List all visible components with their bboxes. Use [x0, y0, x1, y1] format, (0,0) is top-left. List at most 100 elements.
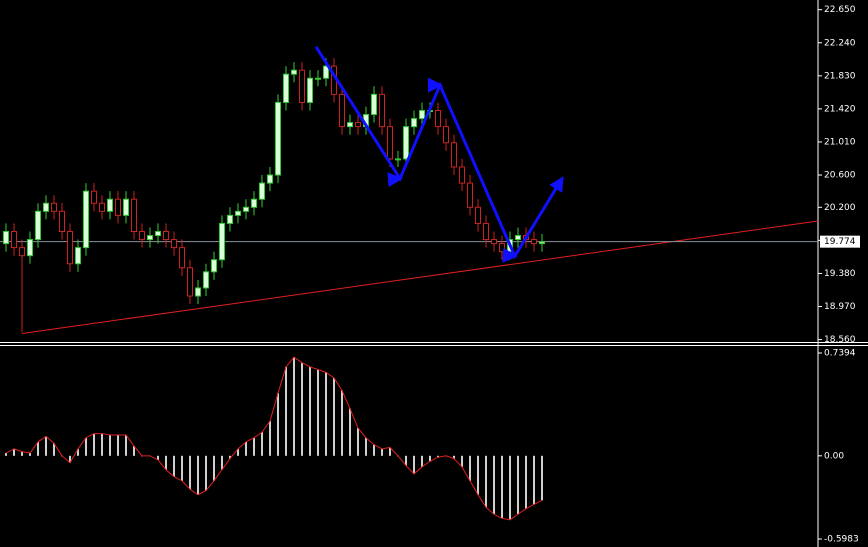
candle-body [539, 241, 545, 245]
candle-body [219, 222, 225, 261]
histogram-bar [437, 455, 439, 458]
candle-body [403, 126, 409, 160]
histogram-bar [509, 455, 511, 520]
histogram-bar [285, 366, 287, 456]
histogram-bar [181, 455, 183, 481]
histogram-bar [277, 393, 279, 456]
histogram-bar [477, 455, 479, 495]
histogram-bar [37, 441, 39, 456]
candle-body [59, 210, 65, 232]
candle-body [435, 110, 441, 128]
candle-body [83, 190, 89, 249]
candle-body [179, 247, 185, 269]
candle-body [347, 122, 353, 128]
y-tick-label: 22.650 [824, 5, 856, 15]
histogram-bar [429, 455, 431, 462]
zigzag-arrow [314, 45, 564, 263]
histogram-bar [173, 455, 175, 477]
histogram-bar [389, 447, 391, 456]
y-tick-label: 21.830 [824, 71, 856, 81]
candle-body [11, 230, 17, 249]
histogram-bar [77, 448, 79, 456]
histogram-bar [125, 434, 127, 456]
histogram-bar [5, 453, 7, 456]
candle-body [139, 230, 145, 241]
current-price-label: 19.774 [824, 237, 856, 247]
histogram-bar [325, 372, 327, 456]
candle-body [235, 210, 241, 216]
candle-body [51, 202, 57, 212]
candle-body [315, 77, 321, 80]
y-tick-label: 18.560 [824, 335, 856, 345]
candle-body [107, 198, 113, 212]
candle-body [323, 65, 329, 79]
histogram-bar [253, 437, 255, 456]
candle-body [123, 198, 129, 216]
histogram-bar [261, 432, 263, 456]
candle-body [275, 101, 281, 176]
candle-body [411, 118, 417, 128]
histogram-bar [237, 448, 239, 456]
histogram-bar [109, 434, 111, 456]
candle-body [419, 110, 425, 120]
candle-body [291, 69, 297, 75]
candle-body [75, 247, 81, 265]
candle-body [459, 166, 465, 184]
histogram-bar [453, 455, 455, 459]
histogram-bar [493, 455, 495, 515]
histogram-bar [365, 437, 367, 456]
candle-body [483, 222, 489, 241]
candle-body [499, 243, 505, 253]
histogram-bar [221, 455, 223, 470]
candle-body [203, 271, 209, 289]
trend-line [21, 220, 819, 335]
candle-body [227, 214, 233, 224]
candle-body [19, 247, 25, 257]
candle-body [35, 210, 41, 241]
y-tick-label: 0.00 [824, 451, 844, 461]
histogram-bar [69, 455, 71, 463]
histogram-bar [373, 444, 375, 456]
histogram-bar [333, 377, 335, 456]
histogram-bar [301, 362, 303, 456]
histogram-bar [213, 455, 215, 481]
histogram-bar [341, 390, 343, 456]
candle-body [211, 259, 217, 273]
candle-body [243, 206, 249, 212]
candle-body [371, 93, 377, 116]
histogram-bar [421, 455, 423, 467]
histogram-bar [229, 455, 231, 459]
histogram-bar [45, 436, 47, 456]
histogram-bar [461, 455, 463, 467]
histogram-bar [157, 455, 159, 460]
histogram-bar [93, 433, 95, 456]
candle-body [43, 202, 49, 212]
candle-body [131, 198, 137, 232]
candle-body [475, 206, 481, 224]
histogram-bar [381, 448, 383, 456]
y-tick-label: 18.970 [824, 302, 856, 312]
candle-body [27, 239, 33, 257]
histogram-bar [349, 408, 351, 456]
candle-body [259, 182, 265, 200]
histogram-bar [517, 455, 519, 515]
histogram-bar [469, 455, 471, 481]
histogram-bar [317, 369, 319, 456]
histogram-bar [501, 455, 503, 519]
candle-body [251, 198, 257, 208]
candle-body [307, 77, 313, 103]
histogram-bar [541, 455, 543, 501]
candle-body [387, 126, 393, 160]
histogram-bar [413, 455, 415, 474]
histogram-bar [85, 437, 87, 456]
candle-body [379, 93, 385, 128]
candle-body [491, 239, 497, 245]
y-tick-label: 22.240 [824, 38, 856, 48]
candle-body [267, 174, 273, 184]
candle-body [283, 73, 289, 103]
histogram-bar [165, 455, 167, 470]
histogram-bar [53, 443, 55, 456]
y-tick-label: 0.7394 [824, 348, 856, 358]
histogram-bar [29, 453, 31, 456]
